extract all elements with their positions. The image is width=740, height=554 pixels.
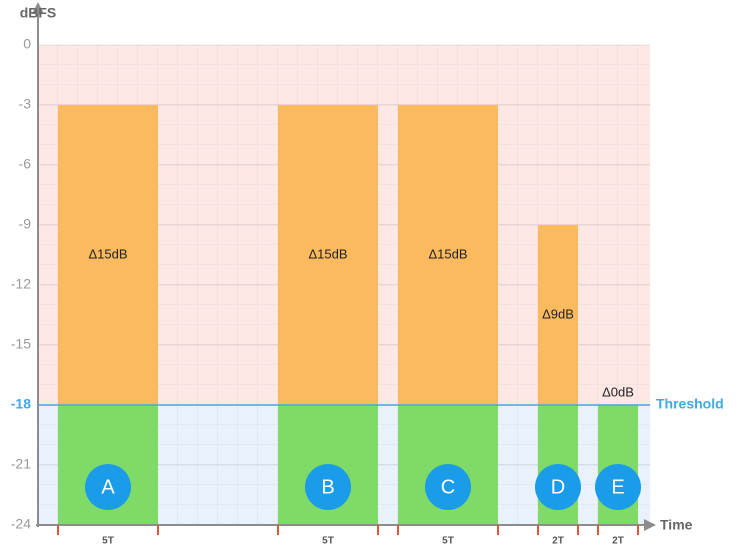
y-tick-label: -6 [19, 156, 32, 172]
x-axis-title: Time [660, 517, 693, 533]
bar-name: B [321, 476, 334, 498]
y-arrow [32, 2, 44, 14]
y-tick-label: -18 [11, 396, 31, 412]
y-tick-label: -21 [11, 456, 31, 472]
above-threshold-segment [278, 105, 378, 405]
delta-label: Δ0dB [602, 384, 634, 399]
bar-marker [305, 464, 351, 510]
bar-name: A [101, 476, 115, 498]
delta-label: Δ15dB [88, 246, 127, 261]
duration-label: 5T [102, 536, 114, 547]
bars: Δ15dB A Δ15dB B Δ15dB C Δ9dB D Δ0dB E [58, 105, 641, 525]
y-tick-label: -12 [11, 276, 31, 292]
above-threshold-segment [538, 225, 578, 405]
above-threshold-segment [398, 105, 498, 405]
y-tick-label: -9 [19, 216, 32, 232]
bar-name: E [611, 476, 624, 498]
bar-marker [85, 464, 131, 510]
delta-label: Δ15dB [308, 246, 347, 261]
above-threshold-segment [58, 105, 158, 405]
delta-label: Δ15dB [428, 246, 467, 261]
bar-marker [595, 464, 641, 510]
y-tick-label: -24 [11, 516, 31, 532]
bar-name: C [441, 476, 455, 498]
y-tick-label: -15 [11, 336, 31, 352]
bar-marker [535, 464, 581, 510]
y-tick-label: -3 [19, 96, 32, 112]
bar-marker [425, 464, 471, 510]
duration-label: 5T [442, 536, 454, 547]
axes: dBFS Time 0 -3 -6 -9 -12 -15 -18 -21 -24 5T 5T 5T 2T… [11, 2, 693, 547]
y-axis-title: dBFS [20, 5, 57, 21]
threshold-label: Threshold [656, 396, 724, 412]
delta-label: Δ9dB [542, 306, 574, 321]
duration-label: 5T [322, 536, 334, 547]
y-tick-label: 0 [23, 36, 31, 52]
x-arrow [644, 519, 656, 531]
duration-label: 2T [552, 536, 564, 547]
bar-name: D [551, 476, 565, 498]
duration-label: 2T [612, 536, 624, 547]
